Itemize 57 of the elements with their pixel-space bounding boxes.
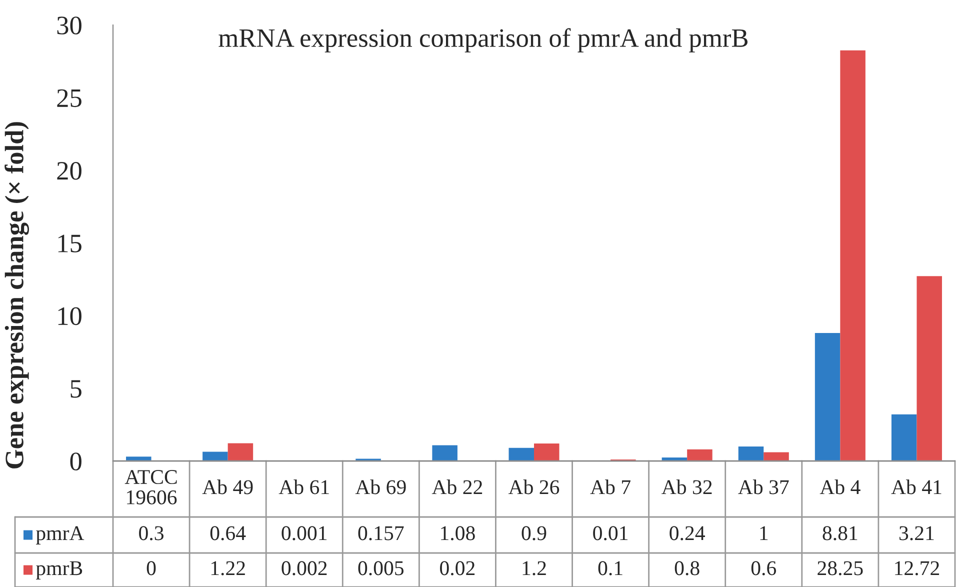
bar: [764, 452, 789, 461]
y-tick-label: 30: [57, 16, 82, 34]
data-label: 3.21: [899, 526, 934, 540]
x-tick-label: ATCC 19606: [124, 470, 177, 504]
y-tick-label: 5: [70, 380, 82, 398]
bar: [126, 456, 152, 461]
data-label: 0.1: [598, 561, 622, 576]
data-label: 1.2: [522, 561, 546, 576]
data-label: 0: [146, 561, 156, 576]
y-axis-title: Gene expresion change (× fold): [4, 122, 29, 468]
data-label: 0.157: [358, 526, 404, 540]
bar: [916, 276, 942, 461]
x-tick-label: Ab 22: [432, 480, 482, 494]
bar: [891, 414, 917, 461]
data-label: 12.72: [895, 561, 940, 576]
data-label: 0.01: [593, 526, 628, 540]
data-label: 28.25: [818, 561, 863, 576]
y-tick-label: 15: [58, 234, 82, 252]
x-tick-label: Ab 37: [738, 480, 789, 494]
data-label: 0.64: [210, 526, 246, 540]
bar: [814, 332, 840, 461]
y-tick-label: 0: [70, 452, 82, 470]
bar: [508, 448, 534, 461]
data-label: 0.005: [358, 561, 404, 576]
x-tick-label: Ab 69: [355, 480, 406, 494]
x-tick-label: Ab 61: [278, 480, 329, 494]
data-label: 0.9: [522, 526, 546, 540]
data-label: 0.24: [670, 526, 705, 540]
x-tick-label: Ab 41: [891, 480, 942, 494]
x-tick-label: Ab 32: [662, 480, 712, 494]
bar: [840, 50, 866, 461]
y-tick-label: 25: [57, 89, 82, 108]
data-label: 0.001: [282, 526, 327, 540]
data-label: 8.81: [822, 526, 858, 540]
bar: [534, 444, 560, 461]
chart-title: mRNA expression comparison of pmrA and pmrB: [218, 28, 748, 52]
data-label: 1.08: [441, 526, 475, 540]
data-label: 0.3: [139, 526, 164, 540]
bar: [738, 446, 764, 461]
data-label: 0.02: [440, 561, 475, 576]
x-tick-label: Ab 7: [590, 480, 630, 494]
bar: [202, 452, 228, 461]
x-tick-label: Ab 49: [202, 480, 253, 494]
data-label: 1.22: [211, 561, 245, 576]
data-label: 0.6: [751, 561, 776, 576]
data-label: 0.002: [282, 561, 327, 576]
legend-label: pmrB: [36, 561, 82, 580]
x-tick-label: Ab 4: [820, 480, 860, 494]
y-tick-label: 10: [58, 307, 82, 326]
data-label: 0.8: [674, 561, 700, 576]
y-tick-label: 20: [57, 162, 82, 180]
bar: [432, 445, 458, 461]
legend-label: pmrA: [36, 526, 84, 544]
x-tick-label: Ab 26: [508, 480, 560, 494]
bar: [228, 443, 254, 461]
bar: [687, 449, 712, 461]
data-label: 1: [760, 526, 768, 540]
